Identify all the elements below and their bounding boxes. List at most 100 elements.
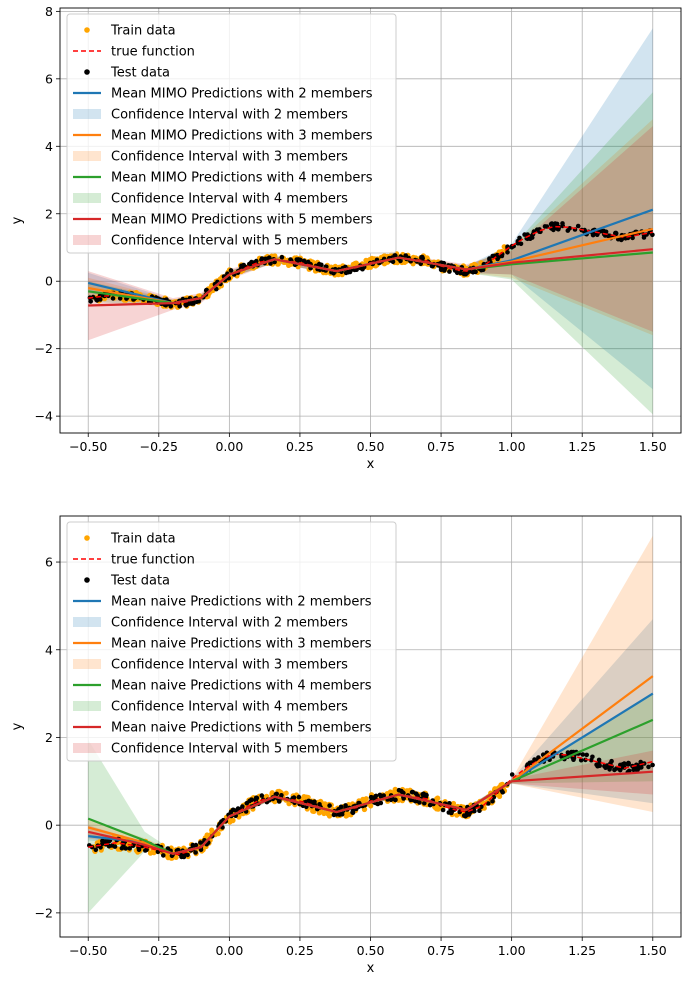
train-point	[311, 808, 317, 815]
test-point	[317, 802, 322, 807]
test-point	[589, 757, 594, 763]
test-point	[279, 254, 285, 260]
legend-label: Confidence Interval with 4 members	[111, 192, 348, 207]
test-point	[247, 798, 252, 804]
chart-panel-2: −0.50 −0.25 0.00 0.25 0.50 0.75 1.00 1.25 1.50 −2…	[10, 515, 682, 976]
legend-label: Confidence Interval with 2 members	[111, 108, 348, 123]
test-point	[268, 261, 273, 266]
x-tick-label: 1.25	[568, 439, 596, 454]
test-point	[345, 270, 351, 275]
test-point	[185, 852, 190, 858]
test-point	[496, 254, 501, 260]
y-axis-label: y	[10, 722, 25, 730]
test-point	[288, 257, 293, 262]
test-point	[93, 847, 99, 853]
y-tick-label: −4	[35, 409, 53, 424]
test-point	[375, 801, 381, 807]
y-tick-label: 6	[45, 555, 53, 570]
legend-label: Mean MIMO Predictions with 3 members	[111, 129, 373, 144]
confidence-band-4-members	[88, 92, 653, 415]
legend-label: true function	[111, 45, 195, 60]
test-point	[427, 802, 433, 808]
test-point	[479, 804, 484, 810]
train-point	[147, 850, 154, 856]
test-point	[602, 763, 607, 769]
test-point	[327, 803, 332, 808]
legend-label: Mean naive Predictions with 4 members	[111, 679, 372, 694]
train-point	[325, 810, 331, 816]
test-point	[641, 235, 647, 240]
test-point	[396, 787, 402, 793]
test-point	[392, 797, 398, 803]
x-tick-label: 1.50	[639, 943, 667, 958]
test-point	[490, 799, 495, 804]
y-tick-label: 8	[45, 4, 53, 19]
test-point	[626, 760, 631, 766]
mean-line-5-members	[88, 248, 653, 307]
legend-marker-band	[73, 151, 101, 161]
test-point	[177, 304, 182, 309]
train-point	[269, 790, 275, 796]
legend-marker-dot	[84, 577, 90, 583]
test-point	[377, 792, 383, 798]
legend-box	[66, 13, 397, 254]
train-point	[286, 801, 292, 807]
test-point	[352, 267, 358, 273]
test-point	[527, 236, 533, 241]
test-point	[419, 254, 425, 260]
test-point	[193, 850, 198, 855]
test-point	[338, 804, 344, 810]
test-point	[413, 791, 419, 796]
x-tick-label: 0.25	[286, 439, 314, 454]
test-point	[279, 793, 284, 798]
test-point	[253, 795, 259, 801]
y-tick-label: 2	[45, 730, 53, 745]
legend-label: Mean MIMO Predictions with 2 members	[111, 87, 373, 102]
legend-label: Confidence Interval with 5 members	[111, 234, 348, 249]
test-point	[613, 230, 618, 236]
test-point	[168, 304, 174, 309]
test-point	[110, 296, 116, 301]
train-point	[450, 800, 457, 807]
train-point	[165, 855, 171, 861]
train-point	[343, 813, 349, 819]
legend: Train data true function Test data Mean nai…	[66, 521, 397, 762]
x-tick-label: 0.25	[286, 943, 314, 958]
test-point	[241, 262, 246, 268]
test-point	[606, 765, 612, 770]
legend-marker-dot	[84, 69, 90, 75]
test-point	[190, 300, 196, 306]
test-point	[505, 250, 510, 255]
test-point	[637, 765, 642, 770]
test-point	[575, 223, 581, 229]
test-point	[619, 237, 624, 243]
x-tick-label: −0.25	[140, 943, 178, 958]
legend-label: Train data	[110, 24, 176, 39]
test-point	[127, 846, 132, 851]
test-point	[123, 846, 129, 851]
legend-marker-band	[73, 743, 101, 753]
confidence-band-2-members	[88, 28, 653, 390]
test-point	[259, 793, 265, 798]
test-point	[370, 795, 376, 800]
test-point	[590, 232, 596, 238]
train-point	[301, 794, 307, 800]
train-point	[230, 817, 236, 823]
test-point	[306, 798, 312, 804]
test-point	[458, 270, 463, 276]
test-point	[274, 791, 280, 797]
mean-line-5-members	[87, 770, 653, 855]
test-point	[463, 813, 468, 819]
legend-label: Confidence Interval with 2 members	[111, 616, 348, 631]
x-axis-label: x	[367, 961, 375, 976]
legend-label: Mean MIMO Predictions with 4 members	[111, 171, 373, 186]
legend-box	[66, 521, 397, 762]
x-tick-label: 0.50	[357, 439, 385, 454]
test-point	[518, 241, 524, 247]
test-point	[423, 792, 429, 798]
y-tick-label: 2	[45, 206, 53, 221]
test-point	[305, 259, 311, 265]
legend-marker-band	[73, 193, 101, 203]
test-point	[198, 840, 203, 845]
